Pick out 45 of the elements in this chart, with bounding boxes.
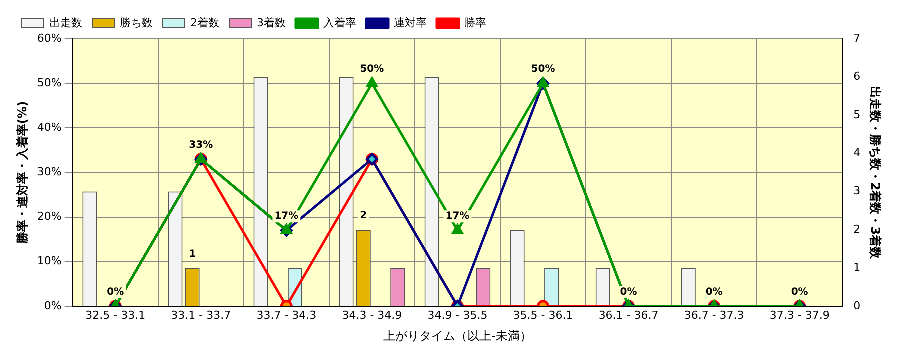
data-label: 17%	[274, 211, 299, 222]
data-label: 0%	[791, 286, 808, 298]
y2-axis-title: 出走数・勝ち数・2着数・3着数	[868, 86, 883, 260]
data-label: 50%	[531, 64, 556, 76]
y-tick-label: 40%	[37, 120, 62, 134]
x-tick-label: 34.3 - 34.9	[342, 308, 402, 322]
x-tick-label: 37.3 - 37.9	[770, 308, 830, 322]
x-tick-label: 33.1 - 33.7	[171, 308, 232, 322]
x-tick-label: 32.5 - 33.1	[86, 308, 146, 322]
y2-tick-label: 6	[854, 70, 861, 84]
legend-label: 勝率	[464, 16, 486, 30]
legend-label: 出走数	[50, 16, 82, 30]
data-label: 33%	[189, 140, 214, 151]
data-label: 17%	[446, 211, 470, 222]
y-tick-label: 20%	[37, 210, 62, 224]
legend-label: 2着数	[190, 16, 220, 30]
y-tick-label: 60%	[37, 32, 62, 45]
data-label: 0%	[706, 286, 723, 298]
data-label: 50%	[360, 64, 384, 76]
legend-label: 勝ち数	[120, 16, 153, 30]
x-tick-label: 34.9 - 35.5	[428, 308, 488, 322]
x-tick-label: 36.7 - 37.3	[684, 308, 744, 322]
data-label: 2	[360, 210, 368, 222]
y-tick-label: 30%	[37, 166, 62, 179]
y-tick-label: 50%	[37, 76, 62, 90]
legend-label: 3着数	[257, 16, 286, 30]
y2-tick-label: 5	[854, 108, 861, 122]
data-label: 1	[189, 248, 196, 260]
y-tick-label: 10%	[37, 254, 62, 268]
y2-tick-label: 2	[854, 222, 861, 236]
y-tick-label: 0%	[44, 299, 62, 312]
y2-tick-label: 4	[854, 146, 861, 160]
data-label: 0%	[107, 286, 124, 298]
x-axis-title: 上がりタイム（以上-未満）	[384, 328, 532, 343]
y2-tick-label: 3	[854, 184, 861, 198]
legend-label: 連対率	[394, 16, 427, 30]
y-axis-title: 勝率・連対率・入着率(%)	[15, 101, 30, 246]
legend-label: 入着率	[323, 16, 356, 30]
x-tick-label: 35.5 - 36.1	[513, 308, 574, 322]
y2-tick-label: 7	[854, 32, 861, 45]
x-tick-label: 33.7 - 34.3	[256, 308, 317, 322]
x-tick-label: 36.1 - 36.7	[598, 308, 659, 322]
y2-tick-label: 0	[854, 299, 861, 312]
y2-tick-label: 1	[854, 261, 861, 274]
data-label: 0%	[620, 286, 638, 298]
